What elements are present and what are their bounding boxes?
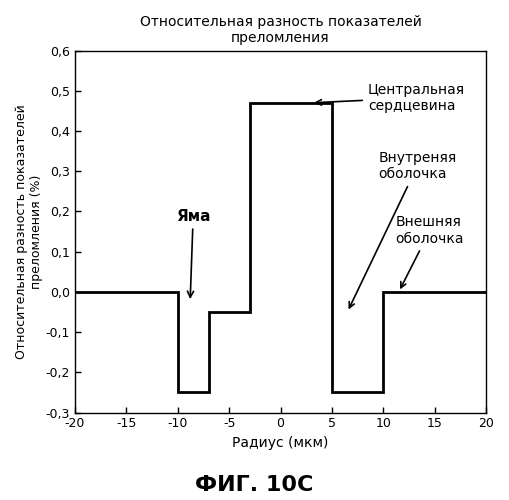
Y-axis label: Относительная разность показателей
преломления (%): Относительная разность показателей прело… xyxy=(15,104,43,359)
Title: Относительная разность показателей
преломления: Относительная разность показателей прело… xyxy=(139,15,421,45)
Text: Центральная
сердцевина: Центральная сердцевина xyxy=(316,82,465,113)
Text: ФИГ. 10С: ФИГ. 10С xyxy=(195,475,314,495)
Text: Яма: Яма xyxy=(176,208,210,298)
X-axis label: Радиус (мкм): Радиус (мкм) xyxy=(232,436,329,450)
Text: Внутреняя
оболочка: Внутреняя оболочка xyxy=(349,151,457,308)
Text: Внешняя
оболочка: Внешняя оболочка xyxy=(395,216,464,288)
